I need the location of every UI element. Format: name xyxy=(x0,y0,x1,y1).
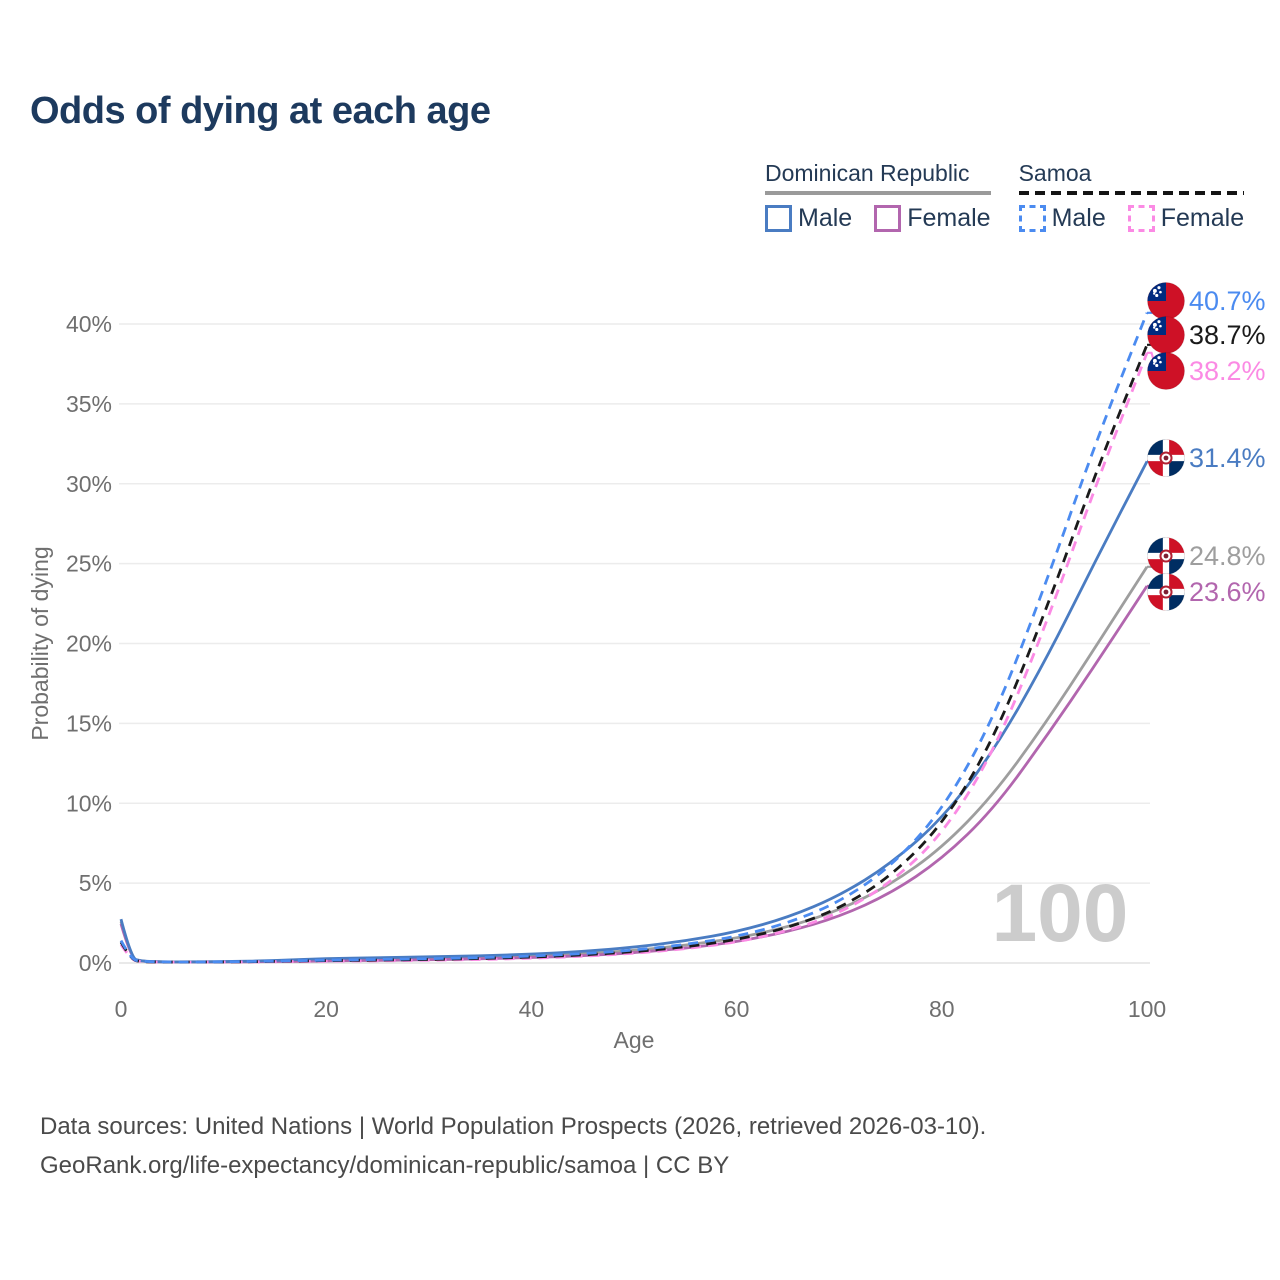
legend-country-text: Samoa xyxy=(1018,160,1092,186)
line-swatch-dr-male xyxy=(765,205,792,232)
flag-dr-icon xyxy=(1147,439,1185,477)
legend-item-dr-female[interactable]: Female xyxy=(874,204,991,233)
legend-item-label: Male xyxy=(1051,204,1106,232)
legend-item-label: Male xyxy=(798,204,853,232)
legend-item-label: Female xyxy=(1160,204,1245,232)
solid-line-sample xyxy=(765,191,991,195)
legend-item-dr-male[interactable]: Male xyxy=(765,204,852,233)
flag-dr-icon xyxy=(1147,573,1185,611)
x-tick-label: 100 xyxy=(1128,996,1166,1022)
legend-item-samoa-male[interactable]: Male xyxy=(1018,204,1106,233)
line-swatch-dr-female xyxy=(874,205,902,232)
end-value-label-samoa-both-sexes: 38.7% xyxy=(1189,320,1266,350)
x-tick-label: 40 xyxy=(519,996,545,1022)
dashed-line-sample xyxy=(1018,191,1245,195)
legend-country-label-samoa[interactable]: Samoa xyxy=(1018,160,1245,195)
x-tick-label: 0 xyxy=(115,996,128,1022)
line-swatch-samoa-female xyxy=(1127,205,1155,232)
x-axis-title: Age xyxy=(614,1027,655,1053)
end-value-label-samoa-male: 40.7% xyxy=(1189,286,1266,316)
legend-country-label-dominican-republic[interactable]: Dominican Republic xyxy=(765,160,991,195)
page-title: Odds of dying at each age xyxy=(30,90,491,132)
y-tick-label: 5% xyxy=(79,870,112,896)
legend-group-samoa: Samoa Male Female xyxy=(1018,160,1245,233)
flag-samoa-icon xyxy=(1147,282,1185,320)
age-watermark: 100 xyxy=(992,868,1129,959)
footer: Data sources: United Nations | World Pop… xyxy=(40,1107,986,1185)
y-tick-label: 25% xyxy=(66,551,112,577)
x-tick-label: 60 xyxy=(724,996,750,1022)
legend-country-text: Dominican Republic xyxy=(765,160,970,186)
end-value-label-dominican-republic-female: 23.6% xyxy=(1189,577,1266,607)
y-tick-label: 40% xyxy=(66,311,112,337)
legend-item-label: Female xyxy=(907,204,991,232)
end-value-label-samoa-female: 38.2% xyxy=(1189,356,1266,386)
y-tick-label: 0% xyxy=(79,950,112,976)
legend-group-dominican-republic: Dominican Republic Male Female xyxy=(765,160,991,233)
flag-dr-icon xyxy=(1147,537,1185,575)
flag-samoa-icon xyxy=(1147,352,1185,390)
line-swatch-samoa-male xyxy=(1018,205,1046,232)
y-tick-label: 15% xyxy=(66,710,112,736)
end-value-label-dominican-republic-male: 31.4% xyxy=(1189,443,1266,473)
series-line-dominican-republic-male xyxy=(119,460,1149,964)
footer-url-line: GeoRank.org/life-expectancy/dominican-re… xyxy=(40,1152,730,1179)
x-tick-label: 80 xyxy=(929,996,955,1022)
series-line-samoa-male xyxy=(119,312,1149,964)
flag-samoa-icon xyxy=(1147,316,1185,354)
footer-source-line: Data sources: United Nations | World Pop… xyxy=(40,1113,987,1140)
y-tick-label: 20% xyxy=(66,631,112,657)
legend: Dominican Republic Male Female Samoa Mal… xyxy=(765,160,1245,233)
legend-item-samoa-female[interactable]: Female xyxy=(1127,204,1245,233)
end-value-label-dominican-republic-both-sexes: 24.8% xyxy=(1189,541,1266,571)
x-tick-label: 20 xyxy=(313,996,339,1022)
y-tick-label: 10% xyxy=(66,790,112,816)
y-tick-label: 30% xyxy=(66,471,112,497)
y-tick-label: 35% xyxy=(66,391,112,417)
y-axis-title: Probability of dying xyxy=(27,546,53,740)
